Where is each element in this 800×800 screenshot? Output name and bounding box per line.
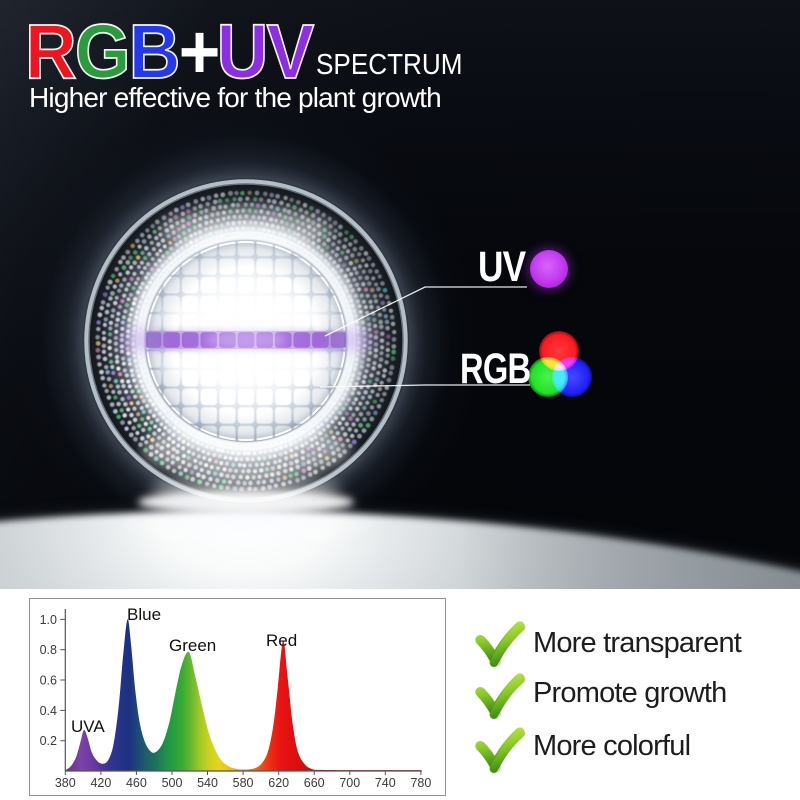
svg-text:1.0: 1.0 bbox=[40, 613, 57, 627]
svg-text:380: 380 bbox=[55, 776, 76, 790]
svg-text:Green: Green bbox=[169, 636, 216, 655]
svg-text:0.4: 0.4 bbox=[40, 704, 57, 718]
svg-text:500: 500 bbox=[162, 776, 183, 790]
svg-text:740: 740 bbox=[375, 776, 396, 790]
svg-text:620: 620 bbox=[268, 776, 289, 790]
svg-text:460: 460 bbox=[126, 776, 147, 790]
svg-text:0.6: 0.6 bbox=[40, 674, 57, 688]
svg-text:540: 540 bbox=[197, 776, 218, 790]
svg-text:420: 420 bbox=[90, 776, 111, 790]
svg-text:700: 700 bbox=[339, 776, 360, 790]
svg-text:Red: Red bbox=[266, 631, 297, 650]
svg-text:UVA: UVA bbox=[71, 717, 105, 736]
svg-text:660: 660 bbox=[304, 776, 325, 790]
svg-text:Blue: Blue bbox=[127, 605, 161, 624]
svg-text:0.2: 0.2 bbox=[40, 734, 57, 748]
svg-text:580: 580 bbox=[233, 776, 254, 790]
svg-text:780: 780 bbox=[410, 776, 431, 790]
svg-text:0.8: 0.8 bbox=[40, 643, 57, 657]
